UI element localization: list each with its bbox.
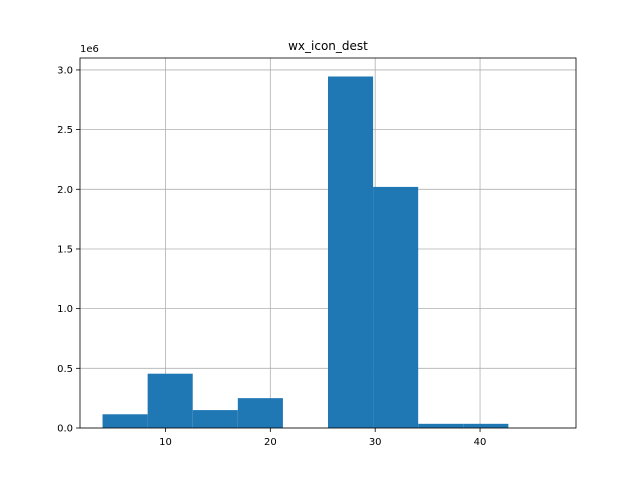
y-tick-label: 0.0: [57, 424, 73, 435]
histogram-bar: [192, 410, 238, 428]
histogram-bar: [373, 186, 419, 428]
x-tick-label: 40: [474, 437, 487, 448]
y-tick-label: 2.0: [57, 185, 73, 196]
x-tick-label: 10: [159, 437, 172, 448]
y-tick-label: 0.5: [57, 364, 73, 375]
bars: [102, 76, 509, 428]
y-tick-label: 1.0: [57, 304, 73, 315]
y-tick-label: 1.5: [57, 244, 73, 255]
histogram-bar: [328, 76, 374, 428]
histogram-bar: [418, 423, 464, 428]
y-tick-label: 2.5: [57, 125, 73, 136]
y-offset-label: 1e6: [80, 44, 99, 55]
axes-frame: [79, 57, 577, 429]
chart-title: wx_icon_dest: [288, 39, 368, 53]
y-tick-label: 3.0: [57, 65, 73, 76]
histogram-bar: [147, 373, 193, 428]
x-tick-label: 30: [369, 437, 382, 448]
histogram-bar: [463, 423, 509, 428]
axes: [79, 57, 577, 429]
histogram-bar: [102, 414, 148, 428]
ticks: 10 20 30 40 0.0 0.5 1.0 1.5 2.0 2.5 3.0: [57, 65, 486, 448]
x-tick-label: 20: [264, 437, 277, 448]
histogram-bar: [237, 398, 283, 428]
